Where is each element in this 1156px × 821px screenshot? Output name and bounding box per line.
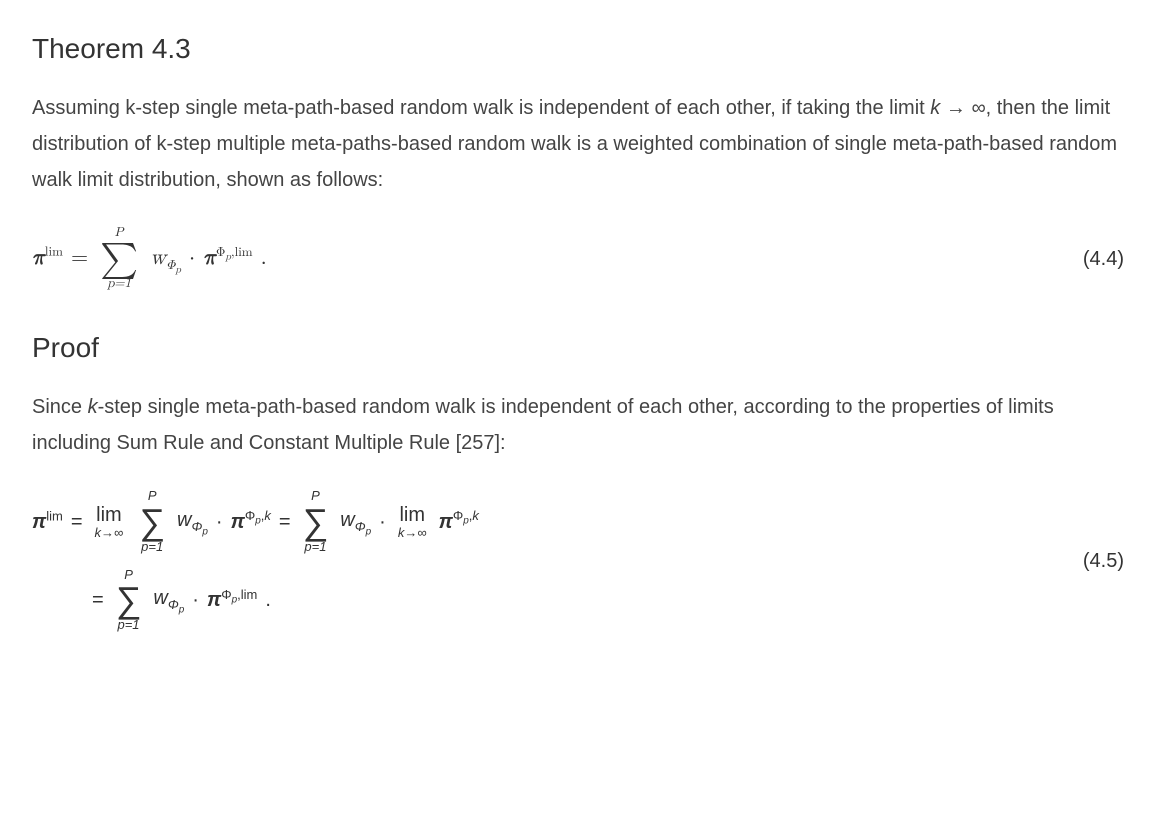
pi-superscript: lim xyxy=(45,246,63,259)
w45-1-phi: Φ xyxy=(191,519,202,534)
pi-lhs: πlim xyxy=(32,504,63,540)
pi45-2a: π xyxy=(231,511,245,533)
w45-2: w xyxy=(340,509,354,531)
proof-math-k: k xyxy=(88,396,98,418)
eq-4-5-line-1: πlim = lim k→∞ P ∑ p=1 wΦp · πΦp,k = P ∑ xyxy=(32,489,479,554)
pi: π xyxy=(32,247,45,269)
lim-sub: k→∞ xyxy=(95,526,124,540)
cdot: · xyxy=(189,239,195,279)
w: w xyxy=(150,247,166,269)
proof-text-2: -step single meta-path-based random walk… xyxy=(32,396,1054,454)
summation-45-2: P ∑ p=1 xyxy=(303,489,329,554)
limit-1: lim k→∞ xyxy=(95,504,124,540)
sum-sigma: ∑ xyxy=(100,241,138,277)
equals-3: = xyxy=(92,582,104,618)
w45-1-p: p xyxy=(202,526,208,537)
w45-3-sub: Φp xyxy=(168,597,184,612)
theorem-text-1: Assuming k-step single meta-path-based r… xyxy=(32,97,930,119)
eq-4-5-line-2: = P ∑ p=1 wΦp · πΦp,lim . xyxy=(92,568,479,633)
w-term-45-1: wΦp xyxy=(177,502,208,542)
equals: = xyxy=(71,239,88,279)
eq-period-45: . xyxy=(265,582,271,618)
pi-term-2: πΦp,lim xyxy=(203,239,253,279)
weight-term: wΦp xyxy=(150,239,181,279)
citation-ref[interactable]: 257 xyxy=(461,432,494,454)
w45-2-phi: Φ xyxy=(355,519,366,534)
pi45-2b-k: k xyxy=(472,508,479,523)
w45-2-sub: Φp xyxy=(355,519,371,534)
pi2-superscript: Φp,lim xyxy=(216,246,253,259)
theorem-title: Theorem 4.3 xyxy=(32,24,1124,74)
pi45-3-sup: Φp,lim xyxy=(221,587,257,602)
proof-body: Since k-step single meta-path-based rand… xyxy=(32,389,1124,461)
w45-3-phi: Φ xyxy=(168,597,179,612)
lim-text-2: lim xyxy=(399,504,425,526)
proof-title: Proof xyxy=(32,323,1124,373)
eq-period: . xyxy=(261,239,267,279)
pi45-2b: π xyxy=(439,511,453,533)
pi2: π xyxy=(203,247,216,269)
w-term-45-2: wΦp xyxy=(340,502,371,542)
limit-2: lim k→∞ xyxy=(398,504,427,540)
equation-number-4-4: (4.4) xyxy=(1083,241,1124,277)
cdot-45-3: · xyxy=(192,582,199,618)
w-sub-p: p xyxy=(175,265,181,275)
pi2-sup-phi: Φ xyxy=(216,246,225,259)
pi-philim: πΦp,lim xyxy=(207,582,257,618)
pi-phik-2: πΦp,k xyxy=(439,504,479,540)
sum45-3-sigma: ∑ xyxy=(116,582,142,618)
pi2-sup-lim: lim xyxy=(235,246,253,259)
equation-4-5-row: πlim = lim k→∞ P ∑ p=1 wΦp · πΦp,k = P ∑ xyxy=(32,489,1124,632)
summation-45-3: P ∑ p=1 xyxy=(116,568,142,633)
equation-number-4-5: (4.5) xyxy=(1083,543,1124,579)
theorem-body: Assuming k-step single meta-path-based r… xyxy=(32,90,1124,198)
summation-45-1: P ∑ p=1 xyxy=(139,489,165,554)
sum-upper: P xyxy=(115,226,124,240)
summation: P ∑ p=1 xyxy=(100,226,138,291)
w45-1: w xyxy=(177,509,191,531)
w-subscript: Φp xyxy=(166,259,181,272)
w-sub-phi: Φ xyxy=(166,259,175,272)
w45-3-p: p xyxy=(179,605,185,616)
pi-symbol: πlim xyxy=(32,239,63,279)
pi-phik-1: πΦp,k xyxy=(231,504,271,540)
equation-4-4-row: πlim = P ∑ p=1 wΦp · πΦp,lim . (4.4) xyxy=(32,226,1124,291)
sum45-2-sigma: ∑ xyxy=(303,504,329,540)
theorem-math-inline: k → ∞ xyxy=(930,97,985,119)
pi45: π xyxy=(32,511,46,533)
pi45-2a-sup: Φp,k xyxy=(245,508,271,523)
w45-3: w xyxy=(153,587,167,609)
equals-1: = xyxy=(71,504,83,540)
lim-text: lim xyxy=(96,504,122,526)
pi45-2a-k: k xyxy=(264,508,271,523)
proof-text-1: Since xyxy=(32,396,88,418)
w-term-45-3: wΦp xyxy=(153,580,184,620)
proof-section: Proof Since k-step single meta-path-base… xyxy=(32,323,1124,461)
pi45-2b-sup: Φp,k xyxy=(453,508,479,523)
pi45-2a-phi: Φ xyxy=(245,508,255,523)
cdot-45-2: · xyxy=(379,504,386,540)
pi45-3-lim: lim xyxy=(241,587,258,602)
sum45-3-bot: p=1 xyxy=(117,618,139,632)
equation-4-4: πlim = P ∑ p=1 wΦp · πΦp,lim . xyxy=(32,226,267,291)
w45-2-p: p xyxy=(366,526,372,537)
pi45-3: π xyxy=(207,589,221,611)
equation-4-5: πlim = lim k→∞ P ∑ p=1 wΦp · πΦp,k = P ∑ xyxy=(32,489,479,632)
sum45-1-sigma: ∑ xyxy=(139,504,165,540)
lim-sub-2: k→∞ xyxy=(398,526,427,540)
sum-lower: p=1 xyxy=(107,277,131,291)
proof-text-3: ]: xyxy=(495,432,506,454)
w45-1-sub: Φp xyxy=(191,519,207,534)
sum45-1-bot: p=1 xyxy=(141,540,163,554)
sum45-2-bot: p=1 xyxy=(304,540,326,554)
pi45-2b-phi: Φ xyxy=(453,508,463,523)
cdot-45-1: · xyxy=(216,504,223,540)
equals-2: = xyxy=(279,504,291,540)
pi45-sup: lim xyxy=(46,508,63,523)
pi45-3-phi: Φ xyxy=(221,587,231,602)
